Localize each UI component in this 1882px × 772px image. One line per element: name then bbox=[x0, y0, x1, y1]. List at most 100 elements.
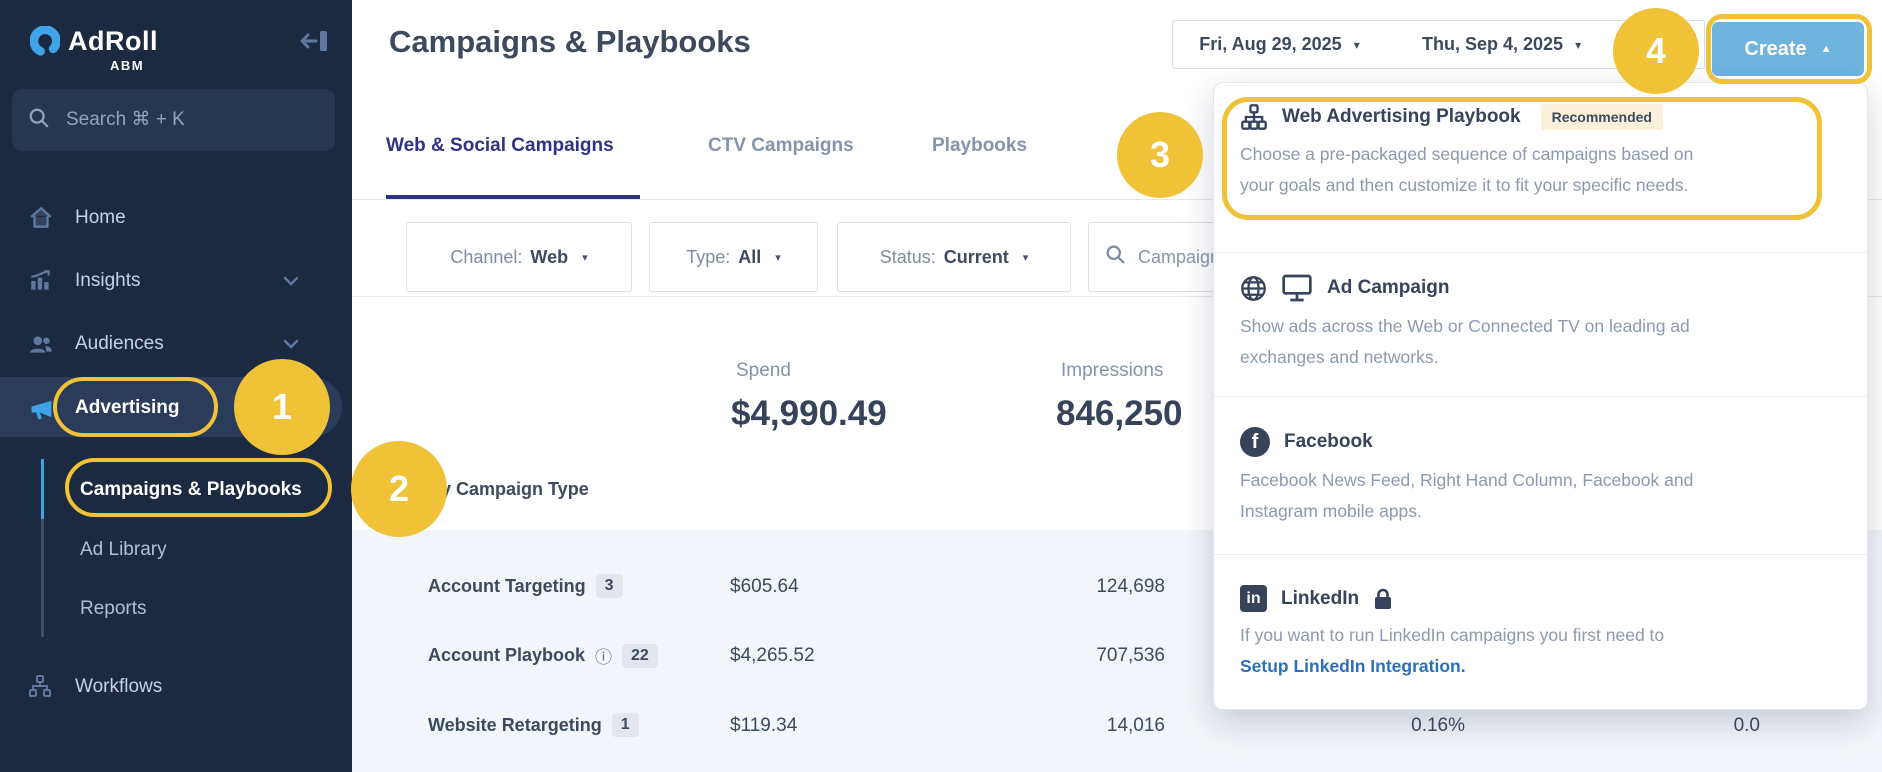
sidebar-item-label: Advertising bbox=[75, 396, 180, 418]
create-button[interactable]: Create ▲ bbox=[1712, 22, 1864, 76]
ctr-cell: 0.16% bbox=[1411, 715, 1465, 736]
info-icon[interactable]: ⓘ bbox=[595, 648, 613, 667]
create-dropdown-menu: Web Advertising Playbook Recommended Cho… bbox=[1213, 82, 1868, 710]
annotation-step-3: 3 bbox=[1117, 112, 1203, 198]
menu-item-title: LinkedIn bbox=[1281, 587, 1360, 609]
campaign-type-name: Account Playbook bbox=[428, 645, 586, 665]
brand-sub-label: ABM bbox=[110, 58, 145, 73]
sub-item-label: Reports bbox=[80, 598, 147, 619]
tab-playbooks[interactable]: Playbooks bbox=[932, 135, 1028, 156]
spend-cell: $119.34 bbox=[730, 715, 798, 736]
impressions-stat-value: 846,250 bbox=[1056, 394, 1183, 433]
impressions-cell: 707,536 bbox=[1096, 645, 1165, 666]
submenu-rail bbox=[41, 459, 44, 637]
date-end-value: Thu, Sep 4, 2025 bbox=[1422, 34, 1564, 54]
chevron-down-icon: ▾ bbox=[1022, 251, 1029, 264]
campaign-type-name: Account Targeting bbox=[428, 575, 586, 596]
date-range-end[interactable]: Thu, Sep 4, 2025 ▾ bbox=[1386, 20, 1705, 69]
spend-cell: $4,265.52 bbox=[730, 645, 815, 666]
sidebar-item-label: Workflows bbox=[75, 675, 163, 697]
sidebar-item-label: Insights bbox=[75, 269, 141, 291]
chevron-down-icon: ▾ bbox=[582, 251, 588, 264]
count-badge: 3 bbox=[595, 574, 623, 598]
campaign-type-name: Website Retargeting bbox=[428, 714, 602, 735]
tab-ctv-campaigns[interactable]: CTV Campaigns bbox=[708, 135, 854, 156]
impressions-cell: 124,698 bbox=[1096, 576, 1165, 597]
sidebar-item-insights[interactable]: Insights bbox=[0, 252, 352, 309]
linkedin-icon: in bbox=[1240, 585, 1267, 612]
lock-icon bbox=[1373, 588, 1393, 610]
filter-value: Current bbox=[943, 246, 1009, 267]
spend-cell: $605.64 bbox=[730, 576, 799, 597]
sidebar-item-ad-library[interactable]: Ad Library bbox=[80, 530, 340, 570]
tab-web-social-campaigns[interactable]: Web & Social Campaigns bbox=[386, 135, 614, 156]
chevron-down-icon: ▾ bbox=[775, 251, 781, 264]
spend-stat-label: Spend bbox=[736, 360, 791, 381]
sub-item-label: Ad Library bbox=[80, 539, 167, 560]
sidebar-search-input[interactable] bbox=[66, 109, 306, 131]
menu-item-facebook[interactable]: f Facebook Facebook News Feed, Right Han… bbox=[1214, 396, 1867, 554]
chevron-up-icon: ▲ bbox=[1820, 43, 1832, 55]
menu-item-description: If you want to run LinkedIn campaigns yo… bbox=[1240, 620, 1841, 682]
recommended-badge: Recommended bbox=[1540, 104, 1663, 130]
home-icon bbox=[28, 205, 54, 231]
sidebar-item-label: Audiences bbox=[75, 332, 164, 354]
chevron-down-icon: ▾ bbox=[1575, 37, 1582, 52]
chevron-down-icon bbox=[283, 270, 299, 292]
sidebar-item-workflows[interactable]: Workflows bbox=[0, 658, 352, 715]
table-row[interactable]: Website Retargeting 1 bbox=[428, 713, 639, 737]
table-row[interactable]: Account Targeting 3 bbox=[428, 574, 623, 598]
brand-name: AdRoll bbox=[68, 26, 158, 56]
count-badge: 1 bbox=[611, 713, 639, 737]
filter-value: Web bbox=[530, 246, 569, 267]
sidebar-item-home[interactable]: Home bbox=[0, 189, 352, 246]
menu-item-title: Facebook bbox=[1284, 431, 1373, 452]
sidebar-item-audiences[interactable]: Audiences bbox=[0, 315, 352, 372]
filter-label: Status: bbox=[879, 246, 936, 267]
workflows-icon bbox=[28, 674, 54, 700]
date-range-start[interactable]: Fri, Aug 29, 2025 ▾ bbox=[1172, 20, 1387, 69]
search-icon bbox=[28, 107, 50, 134]
impressions-cell: 14,016 bbox=[1106, 715, 1165, 736]
chevron-down-icon bbox=[283, 333, 299, 355]
chevron-down-icon: ▾ bbox=[1353, 37, 1360, 52]
sidebar-item-advertising[interactable]: Advertising bbox=[0, 379, 352, 436]
sidebar: AdRoll ABM Home Insights bbox=[0, 0, 352, 772]
insights-icon bbox=[28, 268, 54, 294]
setup-linkedin-integration-link[interactable]: Setup LinkedIn Integration. bbox=[1240, 656, 1466, 676]
sidebar-item-campaigns-playbooks[interactable]: Campaigns & Playbooks bbox=[80, 470, 340, 510]
active-tab-underline bbox=[386, 195, 640, 200]
filter-label: Channel: bbox=[450, 246, 523, 267]
status-filter-dropdown[interactable]: Status: Current ▾ bbox=[837, 222, 1071, 292]
menu-item-title: Ad Campaign bbox=[1327, 277, 1450, 298]
audiences-icon bbox=[28, 331, 54, 357]
adroll-logo-icon bbox=[30, 26, 60, 56]
impressions-stat-label: Impressions bbox=[1061, 360, 1164, 381]
globe-icon bbox=[1240, 275, 1267, 302]
filter-value: All bbox=[738, 246, 762, 267]
divider bbox=[352, 296, 1882, 297]
megaphone-icon bbox=[28, 395, 54, 421]
menu-item-title: Web Advertising Playbook bbox=[1282, 106, 1521, 127]
menu-item-description: Show ads across the Web or Connected TV … bbox=[1240, 316, 1690, 367]
sidebar-search[interactable] bbox=[12, 89, 335, 151]
create-button-label: Create bbox=[1744, 37, 1807, 60]
menu-item-web-advertising-playbook[interactable]: Web Advertising Playbook Recommended Cho… bbox=[1214, 83, 1867, 252]
sidebar-collapse-icon[interactable] bbox=[300, 28, 332, 54]
menu-item-linkedin[interactable]: in LinkedIn If you want to run LinkedIn … bbox=[1214, 554, 1867, 711]
date-start-value: Fri, Aug 29, 2025 bbox=[1199, 34, 1342, 54]
submenu-rail-active bbox=[41, 459, 44, 519]
by-campaign-type-heading: By Campaign Type bbox=[428, 479, 589, 499]
sidebar-item-reports[interactable]: Reports bbox=[80, 589, 340, 629]
type-filter-dropdown[interactable]: Type: All ▾ bbox=[649, 222, 818, 292]
table-row[interactable]: Account Playbook ⓘ 22 bbox=[428, 643, 658, 668]
monitor-icon bbox=[1281, 273, 1313, 303]
playbook-sitemap-icon bbox=[1240, 103, 1268, 131]
search-icon bbox=[1105, 244, 1126, 270]
menu-item-ad-campaign[interactable]: Ad Campaign Show ads across the Web or C… bbox=[1214, 252, 1867, 396]
divider bbox=[352, 199, 1882, 200]
menu-item-description: Choose a pre-packaged sequence of campai… bbox=[1240, 144, 1694, 195]
count-badge: 22 bbox=[622, 643, 658, 668]
channel-filter-dropdown[interactable]: Channel: Web ▾ bbox=[406, 222, 632, 292]
